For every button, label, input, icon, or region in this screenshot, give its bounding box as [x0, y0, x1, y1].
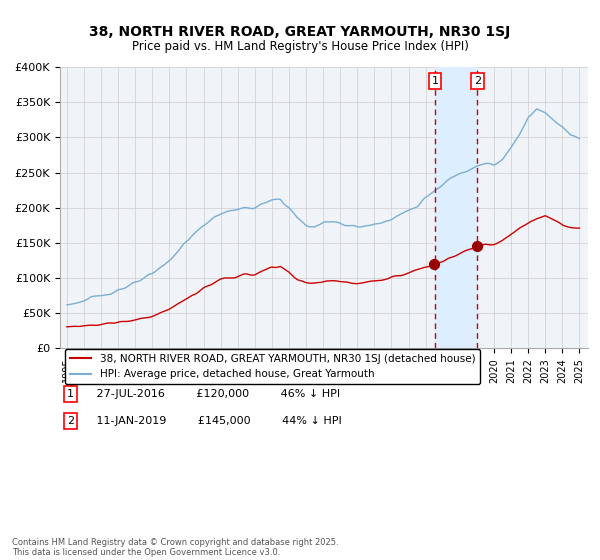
- Text: 11-JAN-2019         £145,000         44% ↓ HPI: 11-JAN-2019 £145,000 44% ↓ HPI: [86, 416, 342, 426]
- Text: 2: 2: [67, 416, 74, 426]
- Text: Contains HM Land Registry data © Crown copyright and database right 2025.
This d: Contains HM Land Registry data © Crown c…: [12, 538, 338, 557]
- Text: 1: 1: [67, 389, 74, 399]
- Text: 2: 2: [474, 76, 481, 86]
- Text: 1: 1: [431, 76, 439, 86]
- Bar: [435, 67, 478, 348]
- Text: 38, NORTH RIVER ROAD, GREAT YARMOUTH, NR30 1SJ: 38, NORTH RIVER ROAD, GREAT YARMOUTH, NR…: [89, 25, 511, 39]
- Point: [472, 242, 482, 251]
- Legend: 38, NORTH RIVER ROAD, GREAT YARMOUTH, NR30 1SJ (detached house), HPI: Average pr: 38, NORTH RIVER ROAD, GREAT YARMOUTH, NR…: [65, 349, 481, 385]
- Text: 27-JUL-2016         £120,000         46% ↓ HPI: 27-JUL-2016 £120,000 46% ↓ HPI: [86, 389, 341, 399]
- Text: Price paid vs. HM Land Registry's House Price Index (HPI): Price paid vs. HM Land Registry's House …: [131, 40, 469, 53]
- Point: [430, 259, 439, 268]
